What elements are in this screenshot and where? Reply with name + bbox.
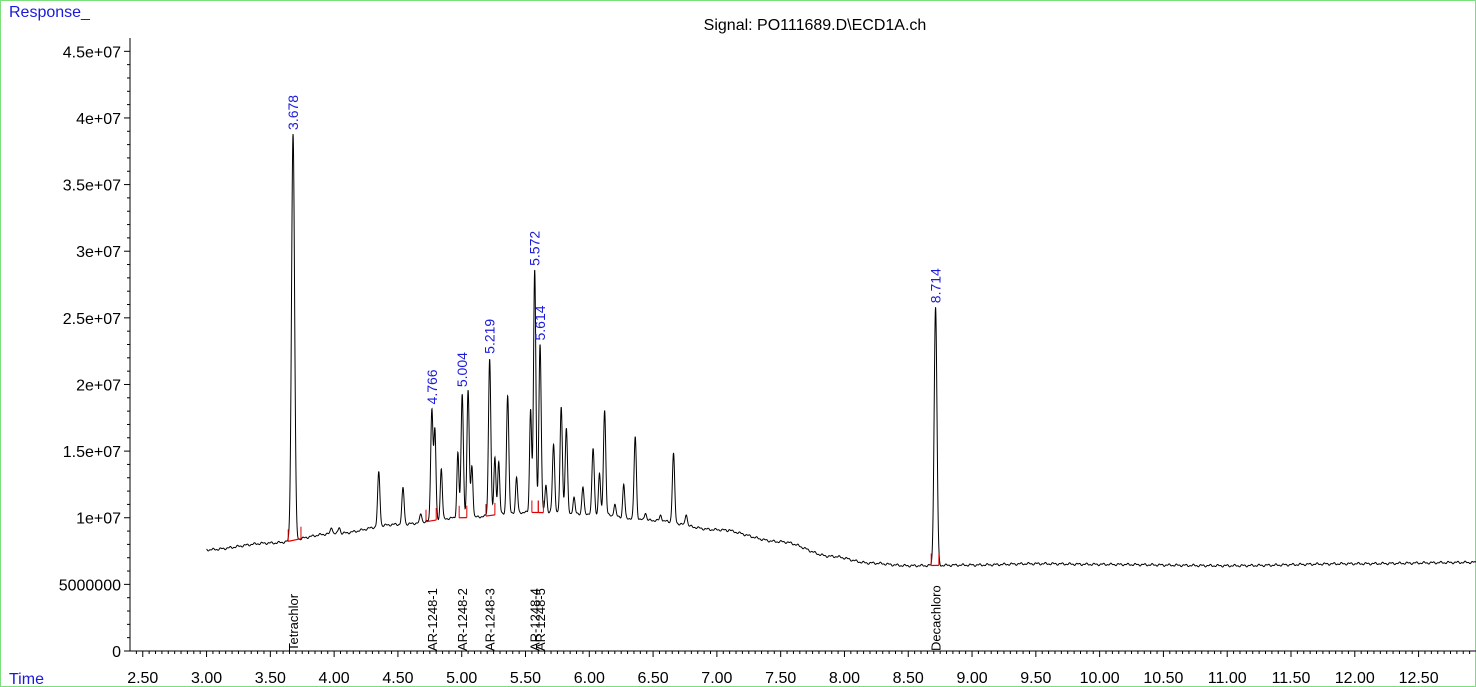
x-tick-label: 12.50 xyxy=(1399,670,1439,687)
x-tick-label: 9.50 xyxy=(1020,670,1051,687)
x-tick-label: 7.00 xyxy=(701,670,732,687)
integration-baseline xyxy=(425,519,437,523)
axes: 0 5000000 1e+07 1.5e+07 2e+07 2.5e+07 3e+07 3.5… xyxy=(59,38,1476,687)
peak-rt-label: 5.004 xyxy=(454,352,470,387)
compound-label: AR-1248-5 xyxy=(533,588,548,651)
compound-label: AR-1248-2 xyxy=(455,588,470,651)
y-tick-label: 5000000 xyxy=(59,577,121,594)
y-tick-label: 0 xyxy=(112,644,121,661)
y-axis-label: Response_ xyxy=(9,4,91,21)
compound-label: AR-1248-4 xyxy=(528,588,543,651)
x-tick-label: 7.50 xyxy=(765,670,796,687)
compound-label: Tetrachlor xyxy=(286,593,301,651)
y-tick-label: 3.5e+07 xyxy=(63,178,121,195)
x-axis-label: Time xyxy=(9,671,44,687)
integration-baseline xyxy=(288,538,302,542)
peak-rt-label: 5.572 xyxy=(527,231,543,266)
y-tick-label: 4.5e+07 xyxy=(63,44,121,61)
x-tick-label: 6.50 xyxy=(638,670,669,687)
peak-rt-label: 3.678 xyxy=(285,95,301,130)
y-tick-label: 3e+07 xyxy=(76,244,121,261)
x-tick-label: 11.00 xyxy=(1208,670,1247,687)
peak-rt-label: 4.766 xyxy=(424,369,440,404)
compound-label: Decachloro xyxy=(929,585,944,651)
compound-labels: Tetrachlor AR-1248-1 AR-1248-2 AR-1248-3 AR-… xyxy=(286,585,944,651)
y-tick-label: 1e+07 xyxy=(76,511,121,528)
x-tick-label: 2.50 xyxy=(127,670,158,687)
trace-group xyxy=(206,133,1476,568)
x-tick-label: 6.00 xyxy=(574,670,605,687)
peak-labels: 3.678 4.766 5.004 5.219 5.572 5.614 8.714 xyxy=(285,95,944,405)
x-tick-label: 9.00 xyxy=(956,670,987,687)
x-tick-label: 4.50 xyxy=(382,670,413,687)
x-tick-label: 10.00 xyxy=(1080,670,1120,687)
compound-label: AR-1248-1 xyxy=(425,588,440,651)
x-tick-label: 10.50 xyxy=(1143,670,1183,687)
y-tick-label: 2.5e+07 xyxy=(63,311,121,328)
integration-group xyxy=(287,500,940,567)
signal-trace xyxy=(206,133,1476,568)
y-tick-label: 1.5e+07 xyxy=(63,444,121,461)
x-tick-label: 8.00 xyxy=(829,670,860,687)
y-tick-label: 2e+07 xyxy=(76,377,121,394)
compound-label: AR-1248-3 xyxy=(483,588,498,651)
x-tick-label: 11.50 xyxy=(1272,670,1311,687)
x-tick-label: 5.00 xyxy=(446,670,477,687)
peak-rt-label: 5.614 xyxy=(532,305,548,340)
x-tick-label: 3.00 xyxy=(191,670,222,687)
x-tick-label: 3.50 xyxy=(255,670,286,687)
peak-rt-label: 8.714 xyxy=(928,268,944,303)
x-tick-label: 5.50 xyxy=(510,670,541,687)
x-tick-label: 8.50 xyxy=(893,670,924,687)
integration-baseline xyxy=(485,514,495,517)
x-tick-label: 12.00 xyxy=(1335,670,1375,687)
chart-title: Signal: PO111689.D\ECD1A.ch xyxy=(704,17,927,34)
y-tick-label: 4e+07 xyxy=(76,111,121,128)
x-tick-label: 4.00 xyxy=(319,670,350,687)
peak-rt-label: 5.219 xyxy=(482,319,498,354)
